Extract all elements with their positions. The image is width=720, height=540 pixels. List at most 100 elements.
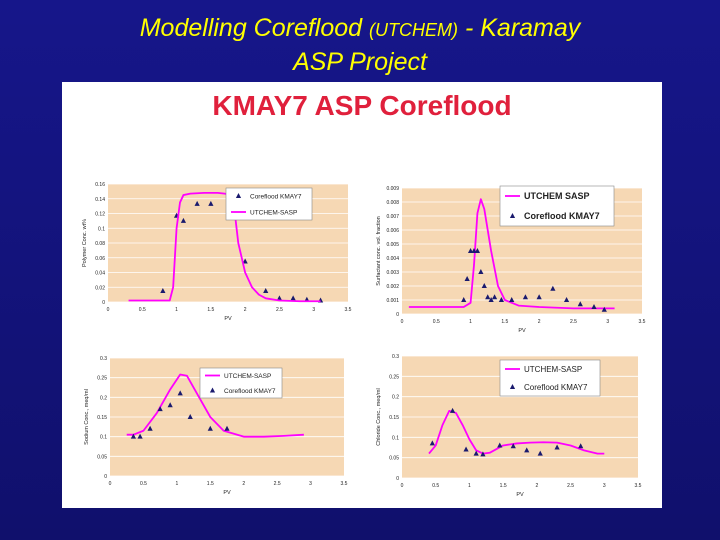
x-tick-label: 3.5 [639,319,646,325]
x-tick-label: 0 [109,481,112,487]
x-axis-label: PV [223,490,231,496]
x-axis-label: PV [224,316,232,322]
data-point [554,444,560,450]
x-axis-label: PV [516,492,524,498]
slide-title-main: Modelling Coreflood [139,14,363,42]
y-tick-label: 0.005 [386,242,399,248]
y-tick-label: 0 [102,300,105,306]
data-point [449,407,456,413]
data-point [464,276,470,281]
x-tick-label: 0.5 [140,481,147,487]
legend-label: Coreflood KMAY7 [524,211,600,221]
y-tick-label: 0.002 [386,284,399,290]
data-point [536,294,542,300]
x-tick-label: 0.5 [433,319,440,325]
legend: UTCHEM-SASP Coreflood KMAY7 [199,367,283,399]
legend-label: UTCHEM-SASP [524,365,582,374]
slide-title-paren: (UTCHEM) [369,20,459,40]
x-tick-label: 0.5 [139,307,146,313]
legend-label: UTCHEM SASP [524,191,590,201]
y-axis-label: Polymer Conc. wt% [82,219,88,267]
data-point [473,450,479,456]
x-tick-label: 0 [107,307,110,313]
data-point [180,217,187,223]
data-point [130,433,136,439]
sodium-chart-svg: 0 0.05 0.1 0.15 0.2 0.25 0.3 0 0.5 1 1.5 2 2.5 3 3.5 PV… [84,356,348,496]
y-tick-label: 0.003 [386,270,399,276]
legend-label: Coreflood KMAY7 [524,383,588,392]
sim-line [428,410,605,455]
legend-label: UTCHEM-SASP [250,209,297,216]
x-tick-label: 0 [401,319,404,325]
legend-marker-swatch [509,213,516,218]
data-point [485,294,491,300]
y-tick-label: 0.2 [100,395,107,401]
data-point [208,200,214,206]
x-tick-label: 2 [242,481,245,487]
slide-title: Modelling Coreflood (UTCHEM) - Karamay A… [0,12,720,78]
data-point [157,406,163,412]
x-tick-label: 2 [535,483,538,489]
y-tick-label: 0.001 [386,298,399,304]
data-point [177,390,183,396]
y-tick-label: 0.1 [100,435,107,441]
y-tick-label: 0.08 [95,241,105,247]
data-point [498,297,505,302]
chloride-chart: 0 0.05 0.1 0.15 0.2 0.25 0.3 0 0.5 1 1.5 2 2.5 3 3.5 PV… [368,350,650,498]
y-tick-label: 0.007 [386,214,399,220]
x-tick-label: 3.5 [341,481,348,487]
x-tick-label: 2 [244,307,247,313]
data-point [263,287,269,293]
y-tick-label: 0.25 [97,376,107,382]
y-tick-label: 0.14 [95,197,105,203]
y-tick-label: 0.008 [386,200,399,206]
data-point [601,306,607,312]
data-point [463,446,469,452]
sodium-chart: 0 0.05 0.1 0.15 0.2 0.25 0.3 0 0.5 1 1.5 2 2.5 3 3.5 PV… [82,352,354,496]
y-tick-label: 0 [396,312,399,318]
y-tick-label: 0 [104,474,107,480]
data-point [187,414,193,419]
x-tick-label: 1 [175,307,178,313]
x-tick-label: 0.5 [432,483,439,489]
slide-title-tail: - Karamay [464,14,581,42]
data-point [194,200,200,206]
y-axis-label: Surfactant conc. vol. fraction [376,216,382,285]
data-point [578,443,584,449]
sim-line [128,191,321,303]
y-tick-label: 0.004 [386,256,399,262]
legend-marker-swatch [509,384,516,389]
data-point [207,425,213,431]
data-point [524,447,530,453]
x-tick-label: 1.5 [207,481,214,487]
data-point [242,258,248,264]
data-point [510,443,516,449]
y-tick-label: 0.3 [392,354,399,360]
legend-label: Coreflood KMAY7 [250,193,302,200]
data-point [577,301,583,307]
x-tick-label: 1 [175,481,178,487]
y-tick-label: 0.3 [100,356,107,362]
x-tick-label: 3.5 [635,483,642,489]
data-point [491,294,498,300]
x-tick-label: 3 [312,307,315,313]
x-axis-label: PV [518,328,526,334]
surfactant-chart-svg: 0 0.001 0.002 0.003 0.004 0.005 0.006 0.007 0.00… [376,185,646,334]
data-point [467,248,474,253]
y-tick-label: 0.15 [97,415,107,421]
data-point [550,285,556,291]
data-point [290,295,296,301]
x-tick-label: 1.5 [500,483,507,489]
data-point [461,297,467,302]
x-tick-label: 2.5 [567,483,574,489]
y-tick-label: 0.16 [95,182,105,188]
x-tick-label: 3 [603,483,606,489]
legend-marker-swatch [209,387,216,393]
sim-line [126,373,304,438]
x-tick-label: 1.5 [207,307,214,313]
polymer-chart-svg: 0 0.02 0.04 0.06 0.08 0.1 0.12 0.14 0.16 0 0.5 1 1.5… [82,182,352,322]
data-point [147,425,153,431]
y-tick-label: 0.009 [386,186,399,192]
y-tick-label: 0.12 [95,212,105,218]
y-tick-label: 0.2 [392,395,399,401]
